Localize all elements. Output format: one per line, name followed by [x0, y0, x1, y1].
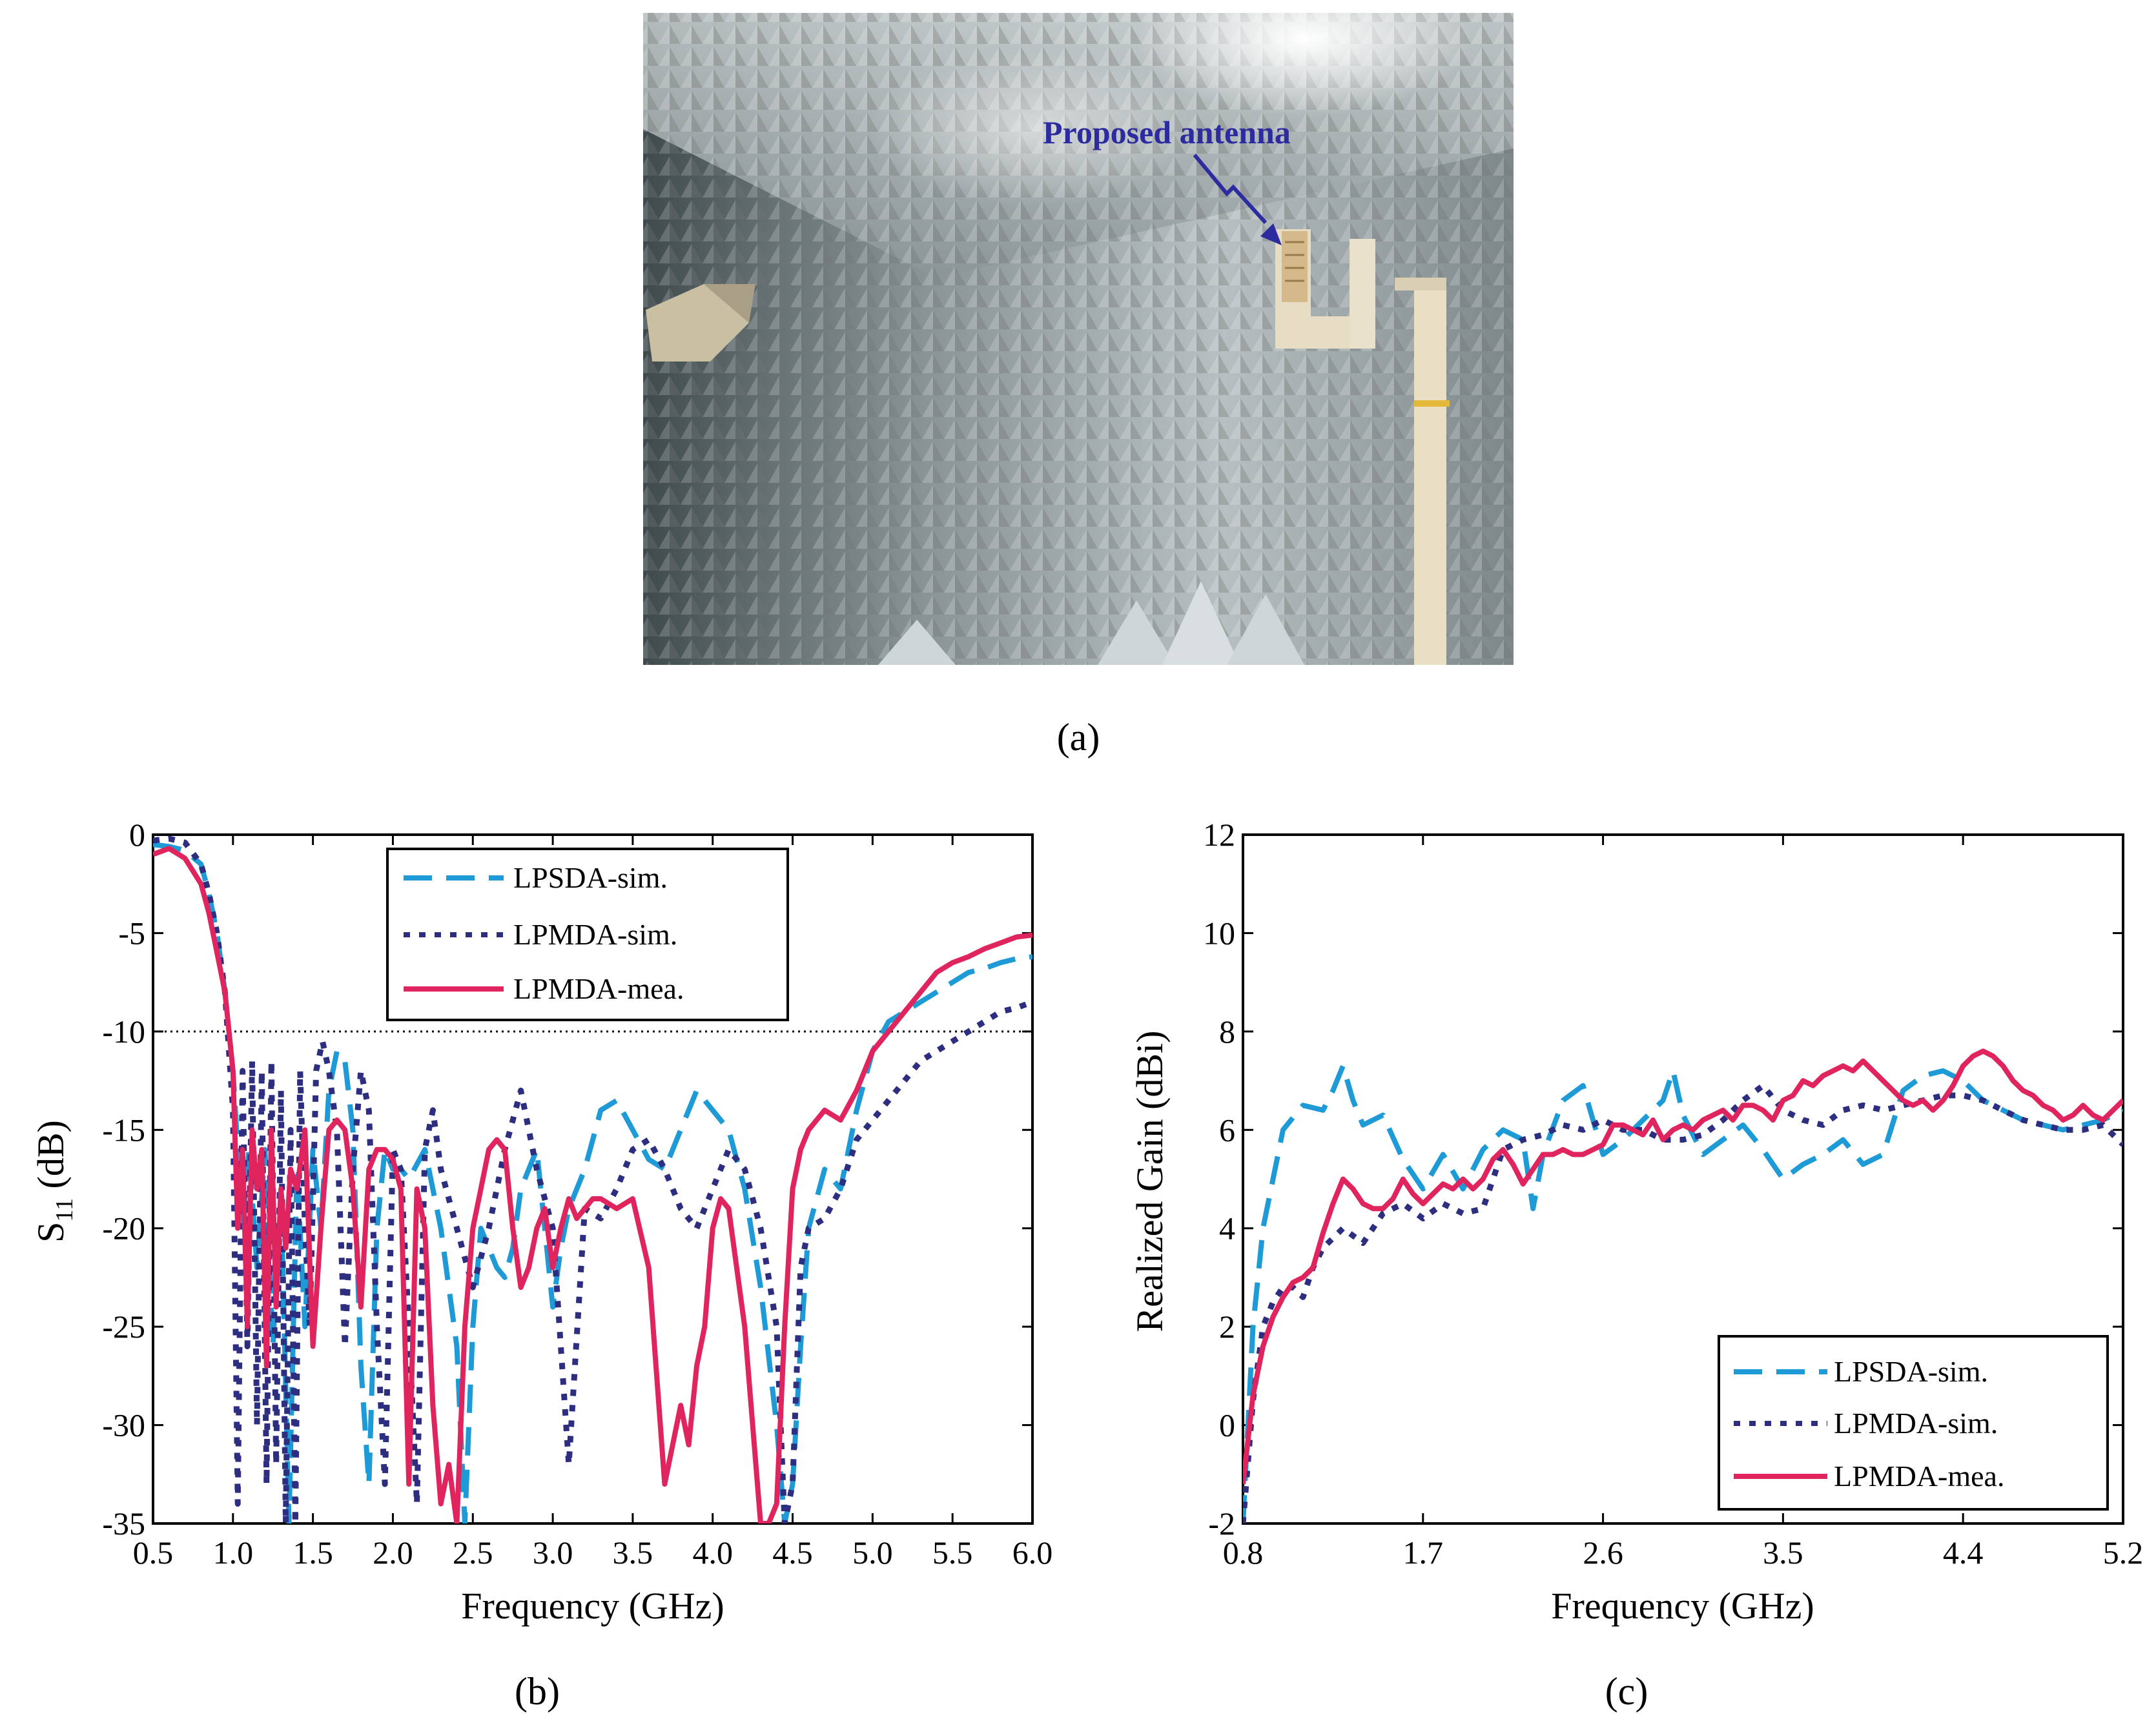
legend-label-lpmda-mea: LPMDA-mea. [1834, 1460, 2004, 1493]
y-tick-label: 0 [129, 817, 145, 853]
x-tick-label: 3.5 [1763, 1534, 1803, 1571]
proposed-antenna-device [1282, 231, 1308, 302]
x-tick-label: 3.0 [533, 1534, 573, 1571]
y-tick-label: 12 [1203, 817, 1235, 853]
plot-c-xlabel: Frequency (GHz) [1551, 1585, 1814, 1627]
x-tick-label: 3.5 [613, 1534, 653, 1571]
y-tick-label: -10 [102, 1014, 145, 1050]
x-tick-label: 1.7 [1403, 1534, 1444, 1571]
plot-b-ylabel: S11 (dB) [30, 1120, 78, 1243]
x-tick-label: 4.4 [1943, 1534, 1984, 1571]
x-tick-label: 0.5 [133, 1534, 174, 1571]
plot-c: 0.8 1.7 2.6 3.5 4.4 5.2 -2 0 2 4 6 8 10 12 LPSDA-sim.… [1129, 817, 2143, 1713]
x-tick-label: 4.0 [692, 1534, 733, 1571]
y-tick-label: -20 [102, 1210, 145, 1247]
horn-antenna [646, 284, 755, 362]
caption-a: (a) [1057, 716, 1100, 759]
x-tick-label: 5.5 [932, 1534, 973, 1571]
x-tick-label: 1.0 [213, 1534, 254, 1571]
plot-c-legend: LPSDA-sim. LPMDA-sim. LPMDA-mea. [1718, 1335, 2109, 1511]
y-tick-label: -2 [1208, 1505, 1235, 1542]
x-tick-label: 0.8 [1223, 1534, 1264, 1571]
legend-label-lpsda-sim: LPSDA-sim. [513, 861, 668, 894]
y-tick-label: 2 [1219, 1309, 1235, 1345]
legend-label-lpsda-sim: LPSDA-sim. [1834, 1355, 1988, 1388]
y-tick-label: 6 [1219, 1112, 1235, 1148]
annotation-arrow [1193, 154, 1282, 245]
series-line-lpmda-mea [153, 846, 1032, 1523]
x-tick-label: 6.0 [1012, 1534, 1053, 1571]
plot-b-legend: LPSDA-sim. LPMDA-sim. LPMDA-mea. [386, 848, 789, 1021]
plot-c-ticks: 0.8 1.7 2.6 3.5 4.4 5.2 -2 0 2 4 6 8 10 12 [1203, 817, 2143, 1571]
legend-label-lpmda-sim: LPMDA-sim. [1834, 1407, 1998, 1440]
x-tick-label: 1.5 [293, 1534, 333, 1571]
annotation-label: Proposed antenna [1043, 114, 1291, 150]
y-tick-label: 4 [1219, 1210, 1235, 1247]
series-line-lpmda-sim [153, 835, 1032, 1523]
y-tick-label: -30 [102, 1407, 145, 1443]
y-tick-label: -25 [102, 1309, 145, 1345]
y-tick-label: -35 [102, 1505, 145, 1542]
y-tick-label: 0 [1219, 1407, 1235, 1443]
x-tick-label: 2.5 [453, 1534, 493, 1571]
caption-c: (c) [1605, 1670, 1648, 1713]
plot-c-frame [1242, 833, 2124, 1525]
y-tick-label: -15 [102, 1112, 145, 1148]
legend-label-lpmda-mea: LPMDA-mea. [513, 972, 684, 1005]
x-tick-label: 4.5 [772, 1534, 813, 1571]
plot-b-frame [152, 833, 1034, 1525]
legend-label-lpmda-sim: LPMDA-sim. [513, 918, 677, 951]
plot-b-ticks: 0.5 1.0 1.5 2.0 2.5 3.0 3.5 4.0 4.5 5.0 5.5 6.0 0 -5 -… [102, 817, 1052, 1571]
y-tick-label: 10 [1203, 915, 1235, 951]
y-tick-label: 8 [1219, 1014, 1235, 1050]
svg-text:S11 (dB): S11 (dB) [30, 1120, 78, 1243]
x-tick-label: 2.0 [373, 1534, 413, 1571]
antenna-mount [1275, 229, 1450, 665]
plot-c-ylabel: Realized Gain (dBi) [1129, 1030, 1171, 1332]
x-tick-label: 5.2 [2103, 1534, 2144, 1571]
series-line-lpsda-sim [1243, 1063, 2123, 1523]
plot-b: 0.5 1.0 1.5 2.0 2.5 3.0 3.5 4.0 4.5 5.0 5.5 6.0 0 -5 -… [30, 817, 1052, 1713]
plot-b-xlabel: Frequency (GHz) [461, 1585, 724, 1627]
x-tick-label: 2.6 [1583, 1534, 1623, 1571]
chamber-photo [643, 13, 1514, 665]
series-line-lpmda-mea [1243, 1048, 2123, 1485]
y-tick-label: -5 [118, 915, 145, 951]
plot-c-series [1243, 1048, 2123, 1523]
plot-b-series [153, 835, 1032, 1523]
x-tick-label: 5.0 [852, 1534, 893, 1571]
caption-b: (b) [515, 1670, 560, 1713]
